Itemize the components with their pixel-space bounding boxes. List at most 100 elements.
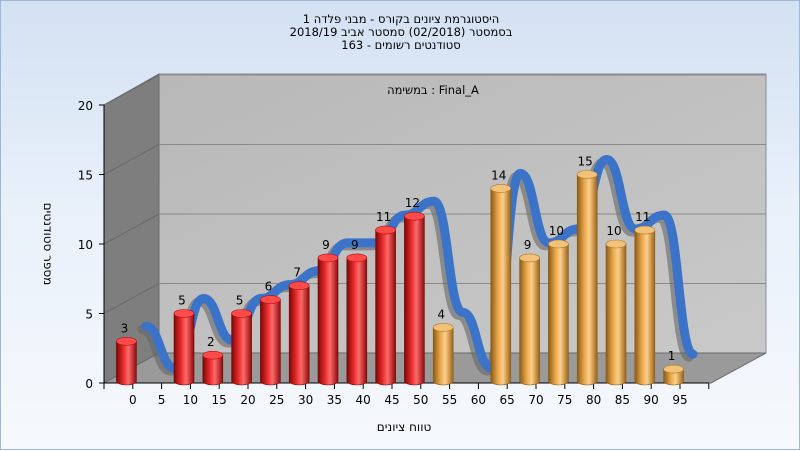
bar-body	[375, 229, 396, 386]
bar-value-label: 6	[265, 280, 273, 294]
x-tick-label: 90	[644, 393, 659, 407]
bar-value-label: 5	[236, 294, 244, 308]
gridline-side	[103, 144, 160, 175]
bar-value-label: 11	[376, 210, 391, 224]
bar	[173, 309, 195, 386]
bar-value-label: 9	[322, 238, 330, 252]
x-tick-label: 65	[500, 393, 515, 407]
bar-value-label: 5	[178, 294, 186, 308]
bar-cap	[116, 336, 137, 346]
x-tick-label: 85	[615, 393, 630, 407]
bar-value-label: 9	[351, 238, 359, 252]
bar	[634, 225, 656, 386]
bar-value-label: 10	[549, 224, 564, 238]
bar-cap	[490, 184, 512, 193]
bar-value-label: 10	[606, 224, 621, 238]
x-tick-label: 80	[586, 393, 601, 407]
x-tick-label: 0	[129, 393, 137, 407]
bar	[432, 323, 454, 386]
bar-value-label: 11	[635, 210, 650, 224]
y-tick-label: 0	[85, 377, 93, 391]
bar	[317, 253, 339, 386]
bar-body	[260, 299, 281, 386]
bar	[519, 253, 540, 386]
bar-value-label: 1	[668, 349, 676, 363]
bar	[231, 309, 252, 386]
bar-body	[432, 327, 454, 386]
bar-body	[663, 368, 684, 386]
bar-cap	[202, 350, 224, 360]
bar	[548, 239, 569, 386]
x-tick-label: 40	[356, 393, 371, 407]
bar-cap	[346, 253, 368, 263]
x-tick-label: 35	[327, 393, 342, 407]
bar-body	[173, 313, 195, 386]
bar-body	[605, 243, 627, 386]
bar	[116, 336, 137, 386]
bar-cap	[260, 295, 281, 304]
bar-cap	[634, 225, 656, 235]
chart-title-line-3: סטודנטים רשומים - 163	[341, 38, 461, 52]
bar-cap	[605, 239, 627, 249]
gridline-side	[103, 213, 160, 245]
bar-value-label: 12	[405, 196, 420, 210]
bar	[490, 184, 512, 386]
bar-cap	[576, 170, 598, 179]
x-tick-label: 25	[269, 393, 284, 407]
x-tick-label: 55	[442, 393, 457, 407]
bar-body	[634, 229, 656, 386]
bar-cap	[432, 323, 454, 332]
bar-cap	[317, 253, 339, 263]
bar-cap	[519, 253, 540, 263]
chart-title-line-2: בסמסטר (02/2018) סמסטר אביב 2018/19	[289, 25, 513, 39]
x-tick-label: 15	[212, 393, 227, 407]
x-tick-label: 50	[413, 393, 428, 407]
bar	[576, 170, 598, 386]
x-tick-label: 95	[672, 393, 687, 407]
bar-value-label: 3	[121, 321, 129, 335]
x-tick-label: 20	[240, 393, 255, 407]
chart-subtitle: במשימה : Final_A	[387, 83, 479, 97]
x-tick-label: 60	[471, 393, 486, 407]
bar	[288, 281, 310, 386]
bar-cap	[663, 364, 684, 374]
x-tick-label: 75	[557, 393, 572, 407]
bar	[375, 225, 396, 386]
x-tick-label: 70	[528, 393, 543, 407]
bar-value-label: 4	[437, 307, 445, 321]
gridline-side	[103, 283, 160, 314]
y-tick-label: 15	[78, 169, 93, 183]
bar-value-label: 2	[207, 335, 215, 349]
bar-cap	[173, 309, 195, 318]
bar	[202, 350, 224, 386]
bar-body	[231, 313, 252, 386]
bar-cap	[548, 239, 569, 249]
bar-cap	[375, 225, 396, 235]
bar-cap	[404, 211, 425, 221]
x-tick-label: 30	[298, 393, 313, 407]
bar-cap	[288, 281, 310, 291]
bar-value-label: 14	[491, 168, 506, 182]
chart-title-line-1: היסטוגרמת ציונים בקורס - מבני פלדה 1	[302, 12, 500, 26]
bar	[404, 211, 425, 386]
x-tick-label: 45	[384, 393, 399, 407]
bar-body	[346, 257, 368, 386]
bar-body	[202, 354, 224, 386]
y-axis-label: מספר סטודנטים	[41, 203, 55, 286]
bar-body	[116, 341, 137, 386]
bar-body	[519, 257, 540, 386]
bar	[260, 295, 281, 386]
bar-body	[317, 257, 339, 386]
x-tick-label: 5	[158, 393, 166, 407]
bar	[605, 239, 627, 386]
bar-body	[576, 174, 598, 386]
y-tick-label: 10	[78, 238, 93, 252]
bar-value-label: 9	[524, 238, 532, 252]
gridline-side	[103, 74, 160, 106]
bar	[346, 253, 368, 386]
bar-value-label: 15	[578, 155, 593, 169]
bar-cap	[231, 309, 252, 318]
y-tick-label: 5	[85, 308, 93, 322]
